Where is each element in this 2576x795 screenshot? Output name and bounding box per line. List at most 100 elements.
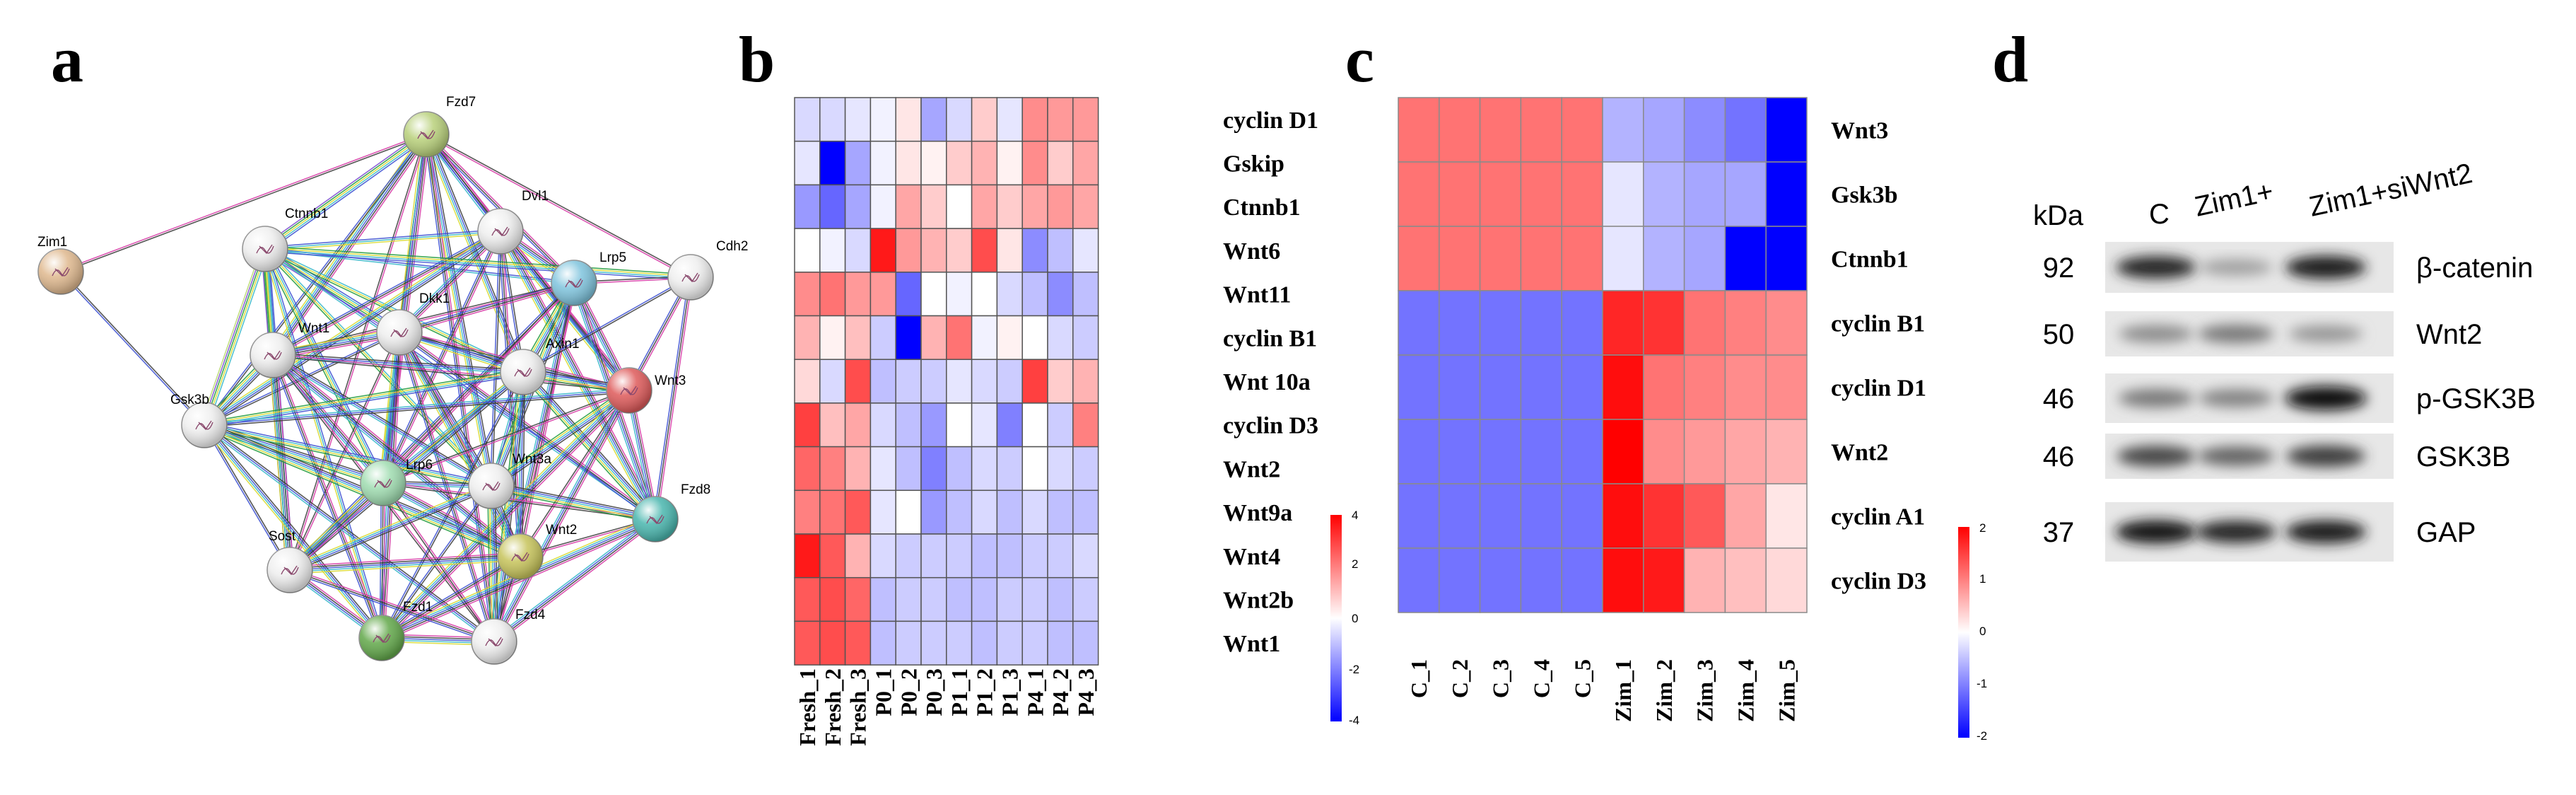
heatmap-cell [1520,483,1562,549]
heatmap-c: Wnt3 Gsk3b Ctnnb1 cyclin B1 cyclin D1 Wnt2 cyc… [1398,97,1926,722]
heatmap-cell [819,97,846,142]
network-edge [265,232,501,252]
network-edge [491,483,656,518]
heatmap-cell [844,359,872,404]
heatmap-cell [1520,290,1562,356]
row-label-cyclin-b1: cyclin B1 [1831,311,1925,337]
node-structure-icon [565,278,583,289]
heatmap-cell [1602,97,1644,163]
heatmap-cell [920,446,947,492]
blot-band [2199,259,2273,276]
heatmap-cell [1398,483,1440,549]
heatmap-cell [946,272,973,317]
node-label: Dkk1 [419,291,450,306]
heatmap-cell [844,620,872,666]
heatmap-cell [996,184,1023,229]
colorbar-c-tick: -2 [1977,729,1987,743]
node-shading [250,332,295,378]
node-label: Fzd7 [446,95,476,110]
heatmap-cell [971,489,998,535]
network-edge [204,427,491,489]
heatmap-cell [946,533,973,579]
blot-row-gsk3b: 46 GSK3B [2043,434,2510,479]
network-edge [491,482,657,516]
network-edge [520,390,631,558]
heatmap-cell [794,97,821,142]
heatmap-cell [1724,97,1767,163]
network-node-fzd7: Fzd7 [403,95,476,158]
heatmap-cell [920,97,947,142]
heatmap-cell [819,228,846,273]
heatmap-cell [946,359,973,404]
col-label-fresh-2: Fresh_2 [820,668,845,746]
heatmap-cell [946,315,973,360]
blot-kda: 46 [2043,383,2075,414]
blot-row-wnt2: 50 Wnt2 [2043,311,2482,356]
heatmap-cell [920,228,947,273]
network-edge [652,277,690,519]
network-edge [401,233,503,335]
heatmap-cell [920,184,947,229]
network-edge [271,356,520,559]
network-edge [495,521,657,644]
heatmap-cell [844,533,872,579]
heatmap-cell [1724,354,1767,420]
network-edge [382,372,525,639]
network-edge [204,424,495,642]
heatmap-cell [1047,140,1074,186]
network-edge [204,423,492,486]
blot-band [2115,520,2197,544]
heatmap-cell [895,446,922,492]
network-edge [382,389,629,483]
blot-row-p-gsk3b: 46 p-GSK3B [2043,373,2536,423]
heatmap-cell [1765,419,1808,484]
network-edges [59,131,693,646]
blot-kda: 46 [2043,441,2075,472]
row-label-wnt2b: Wnt2b [1223,587,1294,613]
network-edge [491,485,656,520]
network-edge [264,249,691,279]
col-label-p1-2: P1_2 [972,668,997,716]
row-label-wnt3: Wnt3 [1831,117,1888,144]
heatmap-cell [1643,97,1685,163]
network-edge [262,249,381,639]
blot-band [2198,389,2274,407]
heatmap-cell [971,359,998,404]
network-edge [207,250,269,426]
lane-label-c: C [2149,199,2170,230]
heatmap-cell [920,533,947,579]
node-shading [361,460,406,506]
row-label-cyclin-d3: cyclin D3 [1223,413,1318,439]
network-edge [382,231,501,484]
heatmap-cell [1724,226,1767,291]
network-edge [426,134,493,486]
heatmap-cell [895,228,922,273]
node-label: Zim1 [37,235,67,250]
network-edge [61,134,427,273]
network-edge [264,248,382,639]
network-node-axin1: Axin1 [500,337,580,395]
heatmap-cell [1072,272,1099,317]
colorbar-c: 2 1 0 -1 -2 [1958,521,1987,743]
heatmap-cell [844,184,872,229]
network-edge [492,516,655,640]
network-edge [273,353,493,485]
heatmap-cell [870,140,896,186]
blot-band [2286,445,2365,468]
heatmap-cell [1683,483,1726,549]
network-edge [204,424,383,638]
network-edge [204,424,291,570]
heatmap-cell [844,140,872,186]
network-edge [272,355,629,393]
network-edge [289,554,520,569]
network-edge [202,428,520,561]
network-edge [423,135,522,373]
heatmap-cell [1765,354,1808,420]
col-label-c-2: C_2 [1447,659,1473,698]
heatmap-cell [819,184,846,229]
network-edge [400,330,657,518]
heatmap-cell [1683,290,1726,356]
heatmap-cell [1479,354,1522,420]
heatmap-cell [1479,97,1522,163]
network-edge [265,247,691,277]
